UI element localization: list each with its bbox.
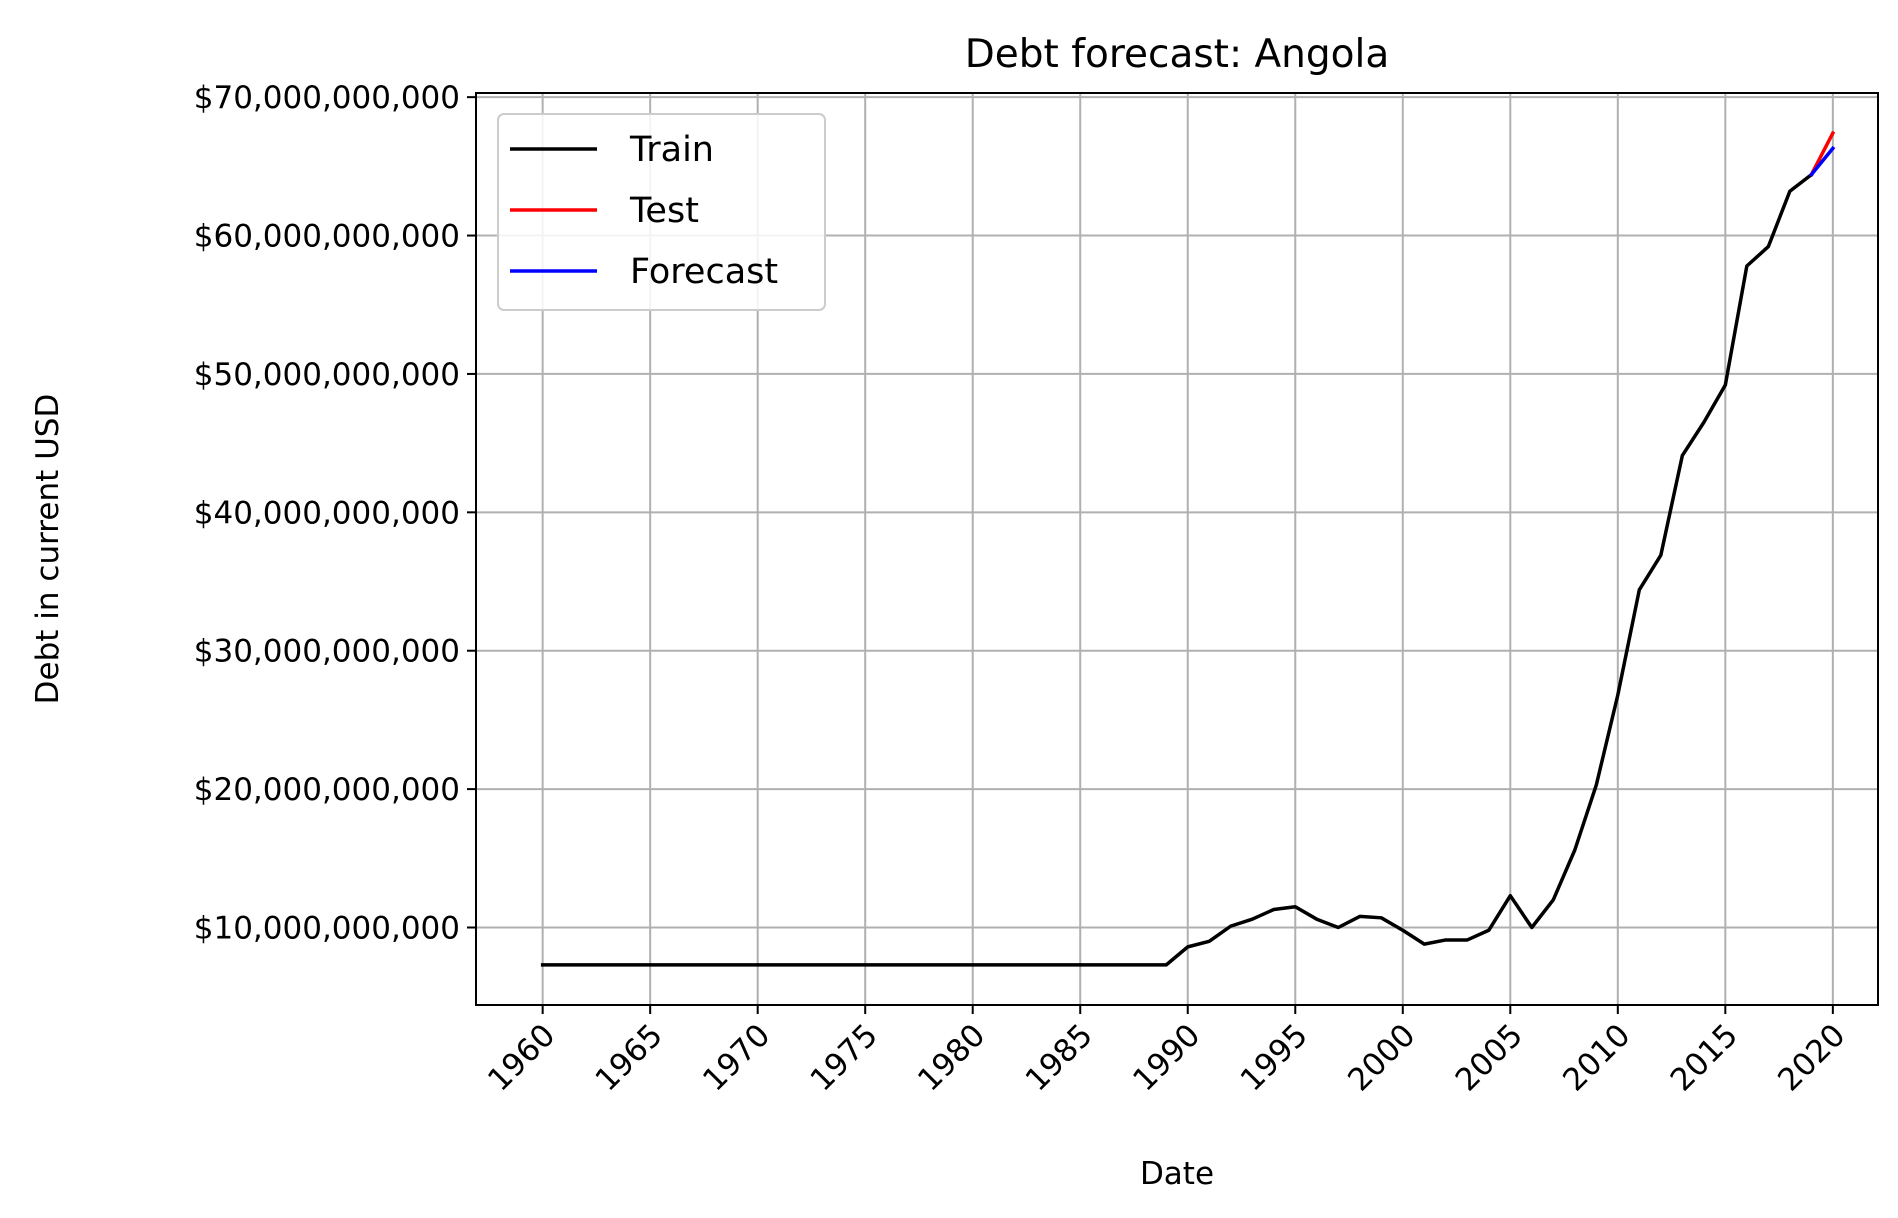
x-tick-label: 2000 <box>1341 1017 1422 1098</box>
chart-title: Debt forecast: Angola <box>965 32 1389 77</box>
x-tick-label: 1960 <box>481 1017 562 1098</box>
legend-box <box>497 113 826 311</box>
y-tick-label: $30,000,000,000 <box>194 634 460 670</box>
x-tick-label: 2005 <box>1449 1017 1530 1098</box>
legend-label-forecast: Forecast <box>630 252 778 292</box>
x-tick-label: 2015 <box>1664 1017 1745 1098</box>
x-tick-label: 1965 <box>589 1017 670 1098</box>
y-axis: $10,000,000,000 $20,000,000,000 $30,000,00… <box>194 80 476 947</box>
x-tick-label: 1990 <box>1126 1017 1207 1098</box>
x-tick-label: 1985 <box>1019 1017 1100 1098</box>
x-axis-label: Date <box>1140 1156 1214 1192</box>
series-layer <box>540 130 1836 967</box>
x-tick-label: 1995 <box>1234 1017 1315 1098</box>
legend: Train Test Forecast <box>497 113 826 311</box>
y-tick-label: $60,000,000,000 <box>194 219 460 255</box>
x-tick-label: 1975 <box>804 1017 885 1098</box>
y-tick-label: $40,000,000,000 <box>194 495 460 531</box>
x-tick-label: 2020 <box>1771 1017 1852 1098</box>
legend-label-test: Test <box>629 191 699 231</box>
y-axis-label: Debt in current USD <box>30 394 66 705</box>
plot-area-frame <box>475 92 1879 1006</box>
y-tick-label: $50,000,000,000 <box>194 357 460 393</box>
y-tick-label: $10,000,000,000 <box>194 911 460 947</box>
series-line-train <box>540 172 1814 967</box>
x-axis: 1960 1965 1970 1975 1980 1985 1990 1995 2000 2005… <box>481 1005 1853 1098</box>
series-line-forecast <box>1808 145 1836 178</box>
legend-label-train: Train <box>629 130 714 170</box>
y-tick-label: $20,000,000,000 <box>194 772 460 808</box>
y-tick-label: $70,000,000,000 <box>194 80 460 116</box>
x-tick-label: 2010 <box>1556 1017 1637 1098</box>
x-tick-label: 1980 <box>911 1017 992 1098</box>
x-tick-label: 1970 <box>696 1017 777 1098</box>
